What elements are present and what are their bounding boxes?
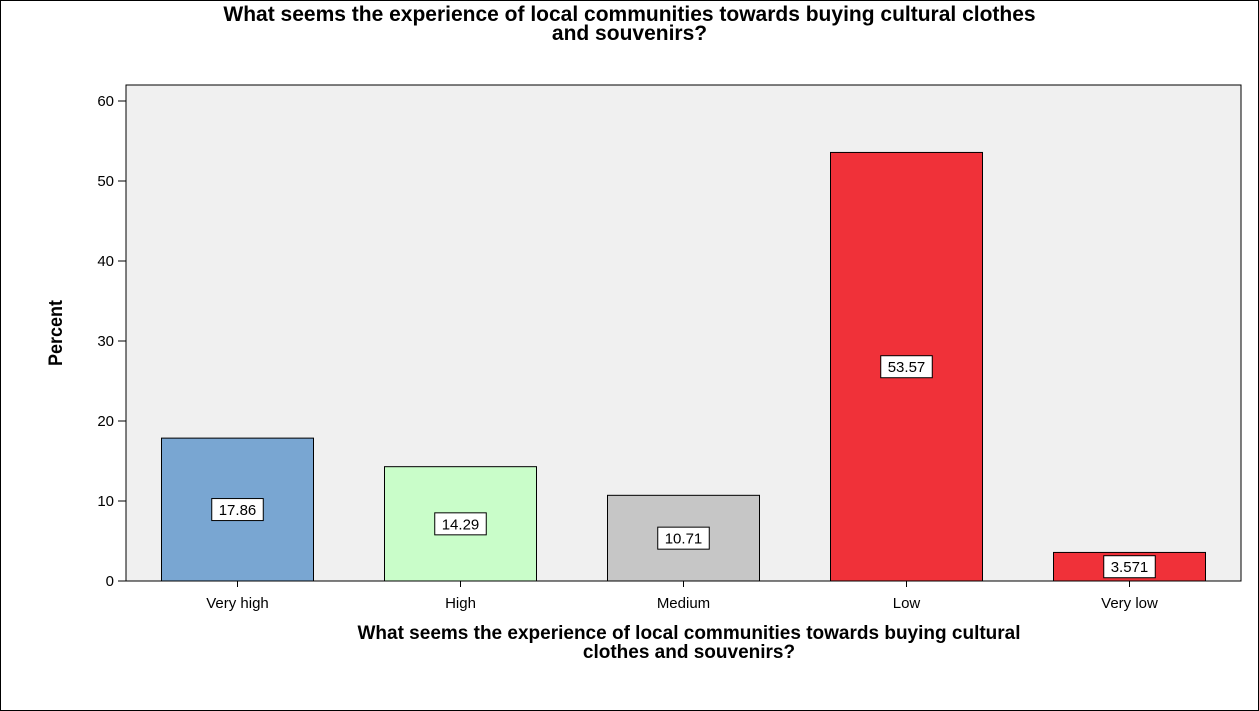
data-label-box [880, 355, 933, 379]
y-tick-label: 0 [106, 573, 114, 590]
x-tick-label: Very high [206, 595, 269, 612]
data-label: 17.86 [219, 502, 257, 519]
data-label-box [211, 498, 264, 522]
data-label-box [434, 512, 487, 536]
chart-title: What seems the experience of local commu… [223, 3, 1036, 45]
data-label-box [657, 526, 710, 550]
y-axis-label: Percent [46, 299, 67, 366]
x-tick-label: High [445, 595, 476, 612]
x-axis-label: What seems the experience of local commu… [357, 623, 1020, 644]
data-label-box [1103, 555, 1156, 579]
x-tick-label: Low [893, 595, 921, 612]
x-axis-label: clothes and souvenirs? [583, 642, 795, 663]
data-label: 14.29 [442, 516, 480, 533]
data-label: 53.57 [888, 359, 926, 376]
y-tick-label: 10 [97, 493, 114, 510]
data-label: 3.571 [1111, 559, 1149, 576]
y-tick-label: 50 [97, 173, 114, 190]
x-tick-label: Medium [657, 595, 710, 612]
x-tick-label: Very low [1101, 595, 1158, 612]
y-tick-label: 20 [97, 413, 114, 430]
data-label: 10.71 [665, 531, 703, 548]
y-tick-label: 30 [97, 333, 114, 350]
y-tick-label: 60 [97, 93, 114, 110]
y-tick-label: 40 [97, 253, 114, 270]
